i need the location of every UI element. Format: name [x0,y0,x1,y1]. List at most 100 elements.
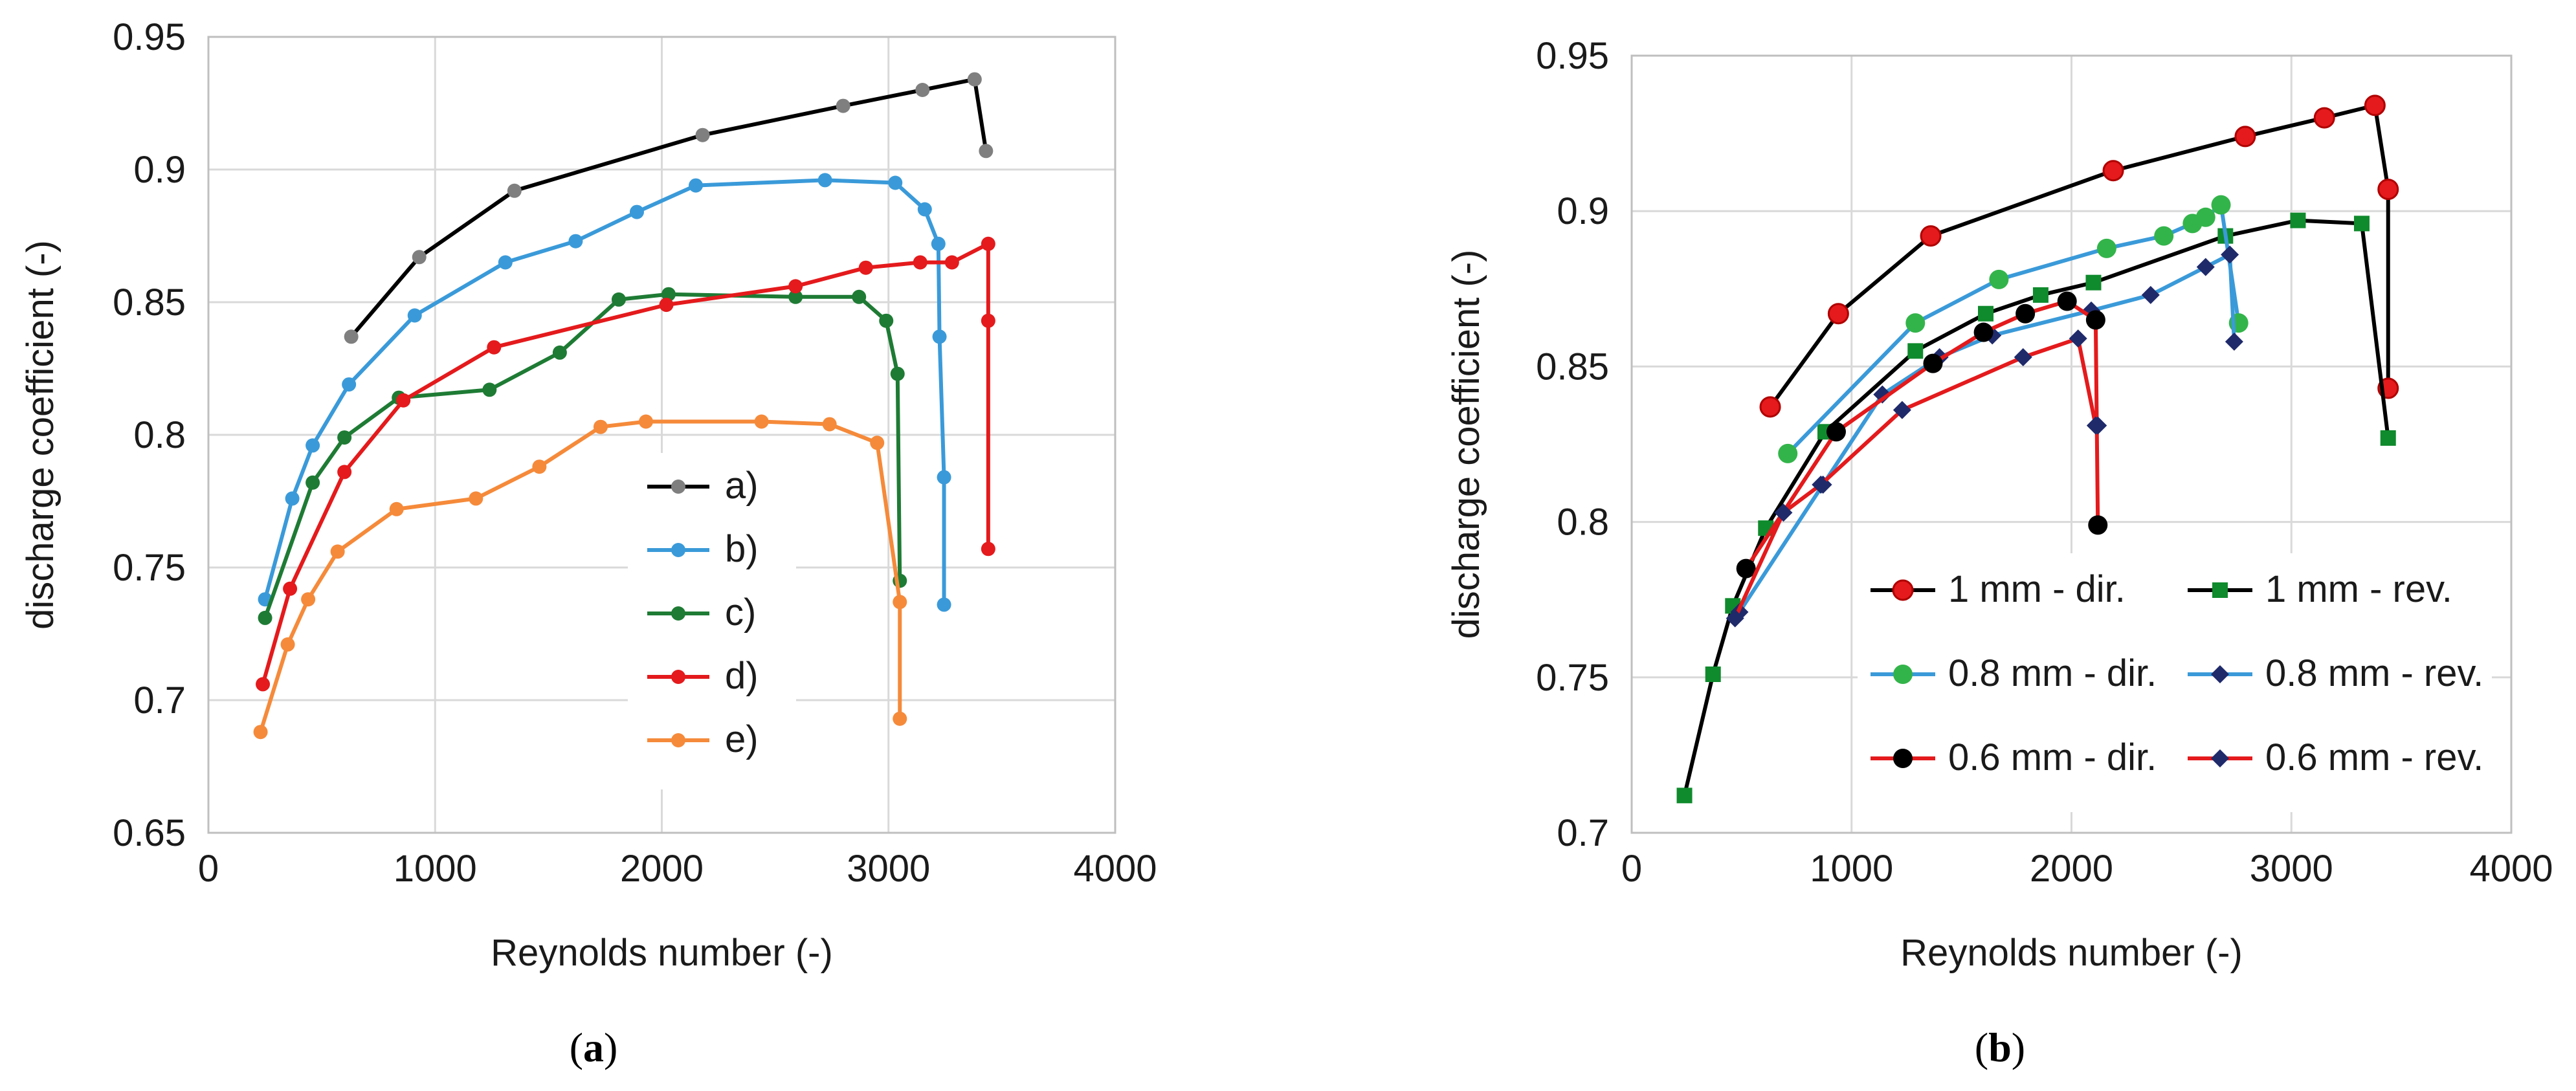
data-point [888,175,903,190]
data-point [1989,269,2009,289]
legend-marker [671,733,685,747]
legend-label: e) [725,718,759,760]
data-point [280,637,295,652]
data-point [568,234,583,248]
legend-label: a) [725,465,759,507]
data-point [981,542,995,557]
data-point [1905,313,1926,333]
data-point [870,435,885,450]
data-point [2234,126,2256,148]
x-tick-label: 1000 [1810,848,1893,890]
y-tick-label: 0.75 [1536,657,1609,699]
legend-label: 1 mm - rev. [2265,568,2452,610]
legend-marker [1892,579,1914,601]
data-point [822,417,837,432]
data-point [2096,238,2116,258]
data-point [337,465,352,479]
data-point [915,83,930,97]
data-point [1705,666,1721,682]
data-point [2225,332,2243,351]
data-point [482,382,497,397]
data-point [1977,305,1993,322]
x-tick-label: 4000 [1073,848,1157,890]
data-point [469,491,483,506]
data-point [2069,329,2087,348]
legend-marker [2212,582,2228,598]
data-point [937,597,951,612]
data-point [893,711,907,726]
data-point [2195,207,2215,227]
legend-marker [671,606,685,621]
y-tick-label: 0.7 [133,679,186,722]
data-point [852,289,867,304]
data-point [256,677,271,692]
data-point [330,544,345,559]
data-point [932,329,947,344]
data-point [593,419,608,434]
series-line [263,178,946,605]
data-point [981,313,995,328]
chart-panel-a: 0 1000 2000 3000 4000 0.65 0.7 0.75 0.8 0.85 0.9 0.… [19,16,1157,1070]
legend-label: 0.6 mm - dir. [1948,736,2157,778]
data-point [2290,212,2306,228]
data-point [1973,322,1993,342]
data-point [858,260,873,275]
data-point [931,236,946,251]
data-point [917,202,932,217]
data-point [342,377,357,392]
data-point [1774,503,1793,522]
data-point [396,393,411,408]
data-point [2211,195,2231,215]
data-point [498,255,513,270]
data-point [337,430,352,445]
data-point [2141,285,2160,304]
y-tick-label: 0.85 [113,281,186,324]
data-point [890,366,905,381]
y-axis-label: discharge coefficient (-) [1445,250,1487,639]
legend-label: c) [725,591,756,634]
data-point [2353,215,2370,232]
data-point [879,313,894,328]
data-point [1736,558,1756,579]
data-point [1778,443,1798,463]
legend-label: 0.6 mm - rev. [2265,736,2483,778]
legend-marker [671,670,685,684]
data-point [285,491,300,506]
y-tick-label: 0.7 [1557,812,1609,854]
plot-frame [207,36,1116,834]
data-point [1920,225,1942,247]
y-axis-label: discharge coefficient (-) [19,240,61,630]
plot-frame [1630,54,2513,834]
data-point [817,173,832,188]
data-point [412,250,427,265]
data-point [1759,396,1781,418]
data-point [1893,401,1911,419]
data-point [1873,385,1892,404]
data-point [283,581,298,596]
panel-caption: (a) [570,1024,618,1070]
data-point [979,144,994,159]
data-point [2196,258,2215,276]
data-point [1826,422,1846,442]
data-point [2014,347,2032,366]
data-point [2088,515,2108,535]
data-point [661,287,676,302]
x-tick-label: 0 [1621,848,1642,890]
data-point [689,178,704,193]
data-point [2364,94,2386,116]
legend-marker [671,543,685,557]
legend-box [1858,553,2492,812]
data-point [893,595,907,610]
data-point [301,592,316,607]
x-tick-label: 4000 [2469,848,2553,890]
data-point [981,236,995,251]
data-point [1923,353,1943,373]
x-tick-label: 2000 [2030,848,2113,890]
data-point [754,414,769,429]
legend-marker [2211,749,2229,767]
x-axis-label: Reynolds number (-) [1900,932,2243,974]
data-point [937,470,951,485]
x-tick-label: 2000 [620,848,704,890]
series-line [258,419,902,733]
